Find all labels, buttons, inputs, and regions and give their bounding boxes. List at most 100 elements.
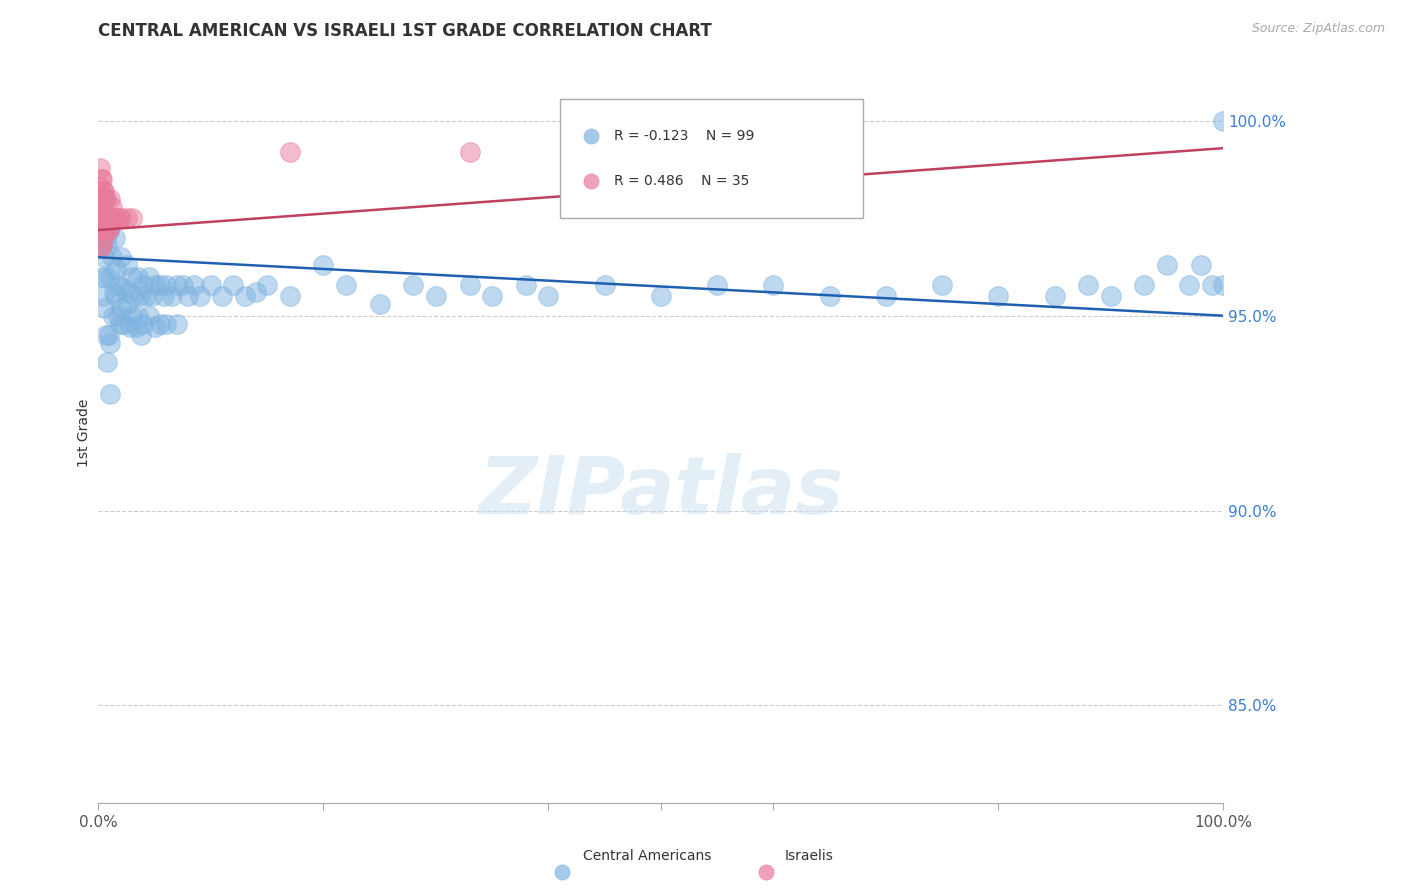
Point: [89, 200, 111, 214]
Point: [96, 328, 118, 343]
Point: [132, 277, 155, 292]
Point: [121, 309, 143, 323]
Point: [425, 289, 447, 303]
Point: [98, 219, 121, 233]
Point: [94, 223, 117, 237]
Point: [312, 258, 335, 272]
Point: [94, 192, 117, 206]
Point: [579, 737, 602, 751]
Point: [103, 211, 125, 226]
Point: [141, 289, 163, 303]
Point: [93, 184, 115, 198]
Point: [101, 309, 124, 323]
Point: [875, 289, 897, 303]
Point: [118, 320, 141, 334]
Point: [211, 289, 233, 303]
Point: [90, 238, 112, 252]
Point: [155, 277, 177, 292]
Point: [94, 269, 117, 284]
Point: [706, 277, 728, 292]
Point: [650, 289, 672, 303]
Point: [118, 285, 141, 300]
Point: [579, 503, 602, 517]
Text: CENTRAL AMERICAN VS ISRAELI 1ST GRADE CORRELATION CHART: CENTRAL AMERICAN VS ISRAELI 1ST GRADE CO…: [98, 22, 713, 40]
Point: [481, 289, 503, 303]
Point: [166, 317, 188, 331]
Point: [143, 320, 166, 334]
Point: [98, 336, 121, 351]
Point: [143, 277, 166, 292]
Point: [1212, 277, 1234, 292]
Point: [121, 211, 143, 226]
Point: [149, 317, 172, 331]
Point: [97, 223, 120, 237]
Point: [256, 277, 278, 292]
Point: [101, 250, 124, 264]
Point: [98, 211, 121, 226]
Point: [93, 192, 115, 206]
Point: [335, 277, 357, 292]
Point: [172, 277, 194, 292]
Point: [90, 172, 112, 186]
Point: [96, 211, 118, 226]
Point: [458, 277, 481, 292]
Point: [582, 145, 605, 159]
Point: [245, 285, 267, 300]
FancyBboxPatch shape: [560, 100, 863, 218]
Point: [124, 320, 146, 334]
Point: [135, 289, 157, 303]
Point: [458, 145, 481, 159]
Point: [96, 192, 118, 206]
Text: R = -0.123    N = 99: R = -0.123 N = 99: [613, 129, 754, 144]
Point: [121, 269, 143, 284]
Point: [515, 277, 537, 292]
Point: [138, 309, 160, 323]
Point: [91, 203, 114, 218]
Point: [1212, 114, 1234, 128]
Point: [129, 328, 152, 343]
Point: [132, 317, 155, 331]
Point: [93, 301, 115, 315]
Point: [112, 317, 135, 331]
Point: [818, 289, 841, 303]
Point: [1201, 277, 1223, 292]
Point: [233, 289, 256, 303]
Point: [90, 172, 112, 186]
Point: [98, 192, 121, 206]
Point: [94, 211, 117, 226]
Point: [110, 250, 132, 264]
Point: [96, 238, 118, 252]
Point: [107, 211, 129, 226]
Point: [1178, 277, 1201, 292]
Point: [93, 211, 115, 226]
Point: [107, 277, 129, 292]
Point: [931, 277, 953, 292]
Point: [152, 289, 174, 303]
Point: [105, 211, 128, 226]
Point: [90, 238, 112, 252]
Point: [593, 277, 616, 292]
Point: [90, 211, 112, 226]
Point: [115, 258, 138, 272]
Point: [127, 309, 149, 323]
Point: [89, 180, 111, 194]
Text: R = 0.486    N = 35: R = 0.486 N = 35: [613, 174, 749, 188]
Point: [160, 289, 183, 303]
Point: [1189, 258, 1212, 272]
Point: [402, 277, 425, 292]
Point: [177, 289, 200, 303]
Point: [91, 223, 114, 237]
Point: [89, 223, 111, 237]
Point: [97, 328, 120, 343]
Point: [537, 289, 560, 303]
Point: [278, 145, 301, 159]
Point: [200, 277, 222, 292]
Text: Israelis: Israelis: [785, 849, 834, 863]
Point: [89, 161, 111, 175]
Point: [1133, 277, 1156, 292]
Point: [90, 192, 112, 206]
Point: [105, 262, 128, 277]
Point: [107, 309, 129, 323]
Text: Central Americans: Central Americans: [583, 849, 711, 863]
Point: [98, 386, 121, 401]
